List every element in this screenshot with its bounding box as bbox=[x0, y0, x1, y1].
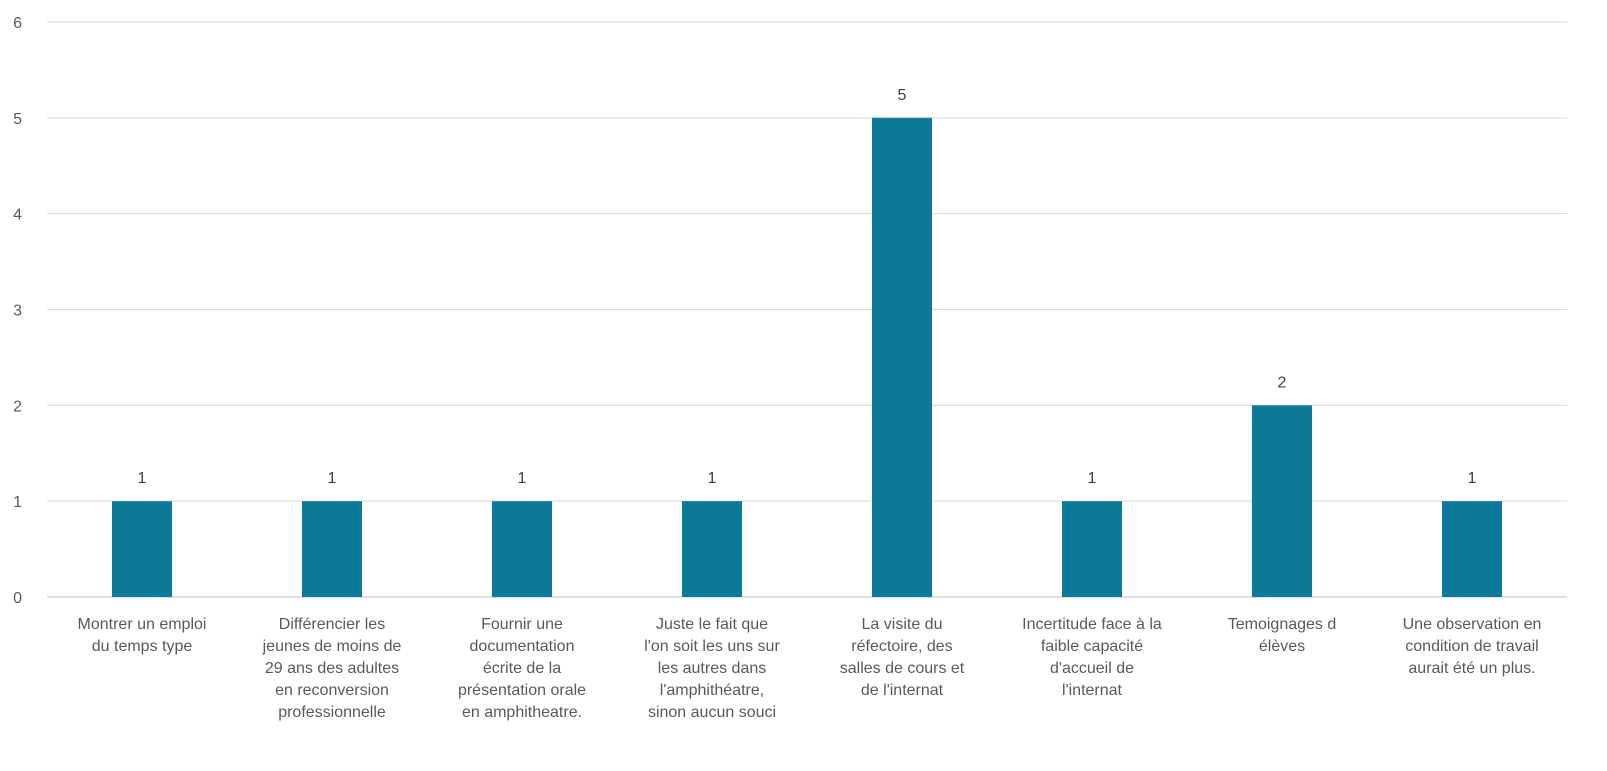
y-tick-label: 3 bbox=[13, 303, 22, 320]
bar bbox=[1442, 501, 1502, 597]
x-category-label: Montrer un emploi du temps type bbox=[77, 616, 207, 655]
x-category-label: La visite du réfectoire, des salles de c… bbox=[839, 616, 965, 699]
gridlines bbox=[47, 21, 1567, 598]
y-tick-label: 0 bbox=[13, 590, 22, 607]
data-label: 1 bbox=[328, 470, 337, 487]
bar bbox=[302, 501, 362, 597]
bars bbox=[112, 117, 1502, 597]
y-tick-label: 6 bbox=[13, 15, 22, 32]
bar bbox=[1252, 405, 1312, 597]
x-category-label: Temoignages d élèves bbox=[1227, 616, 1337, 655]
y-tick-label: 2 bbox=[13, 398, 22, 415]
y-axis-ticks: 0 1 2 3 4 5 6 bbox=[13, 15, 22, 607]
y-tick-label: 1 bbox=[13, 494, 22, 511]
bar bbox=[112, 501, 172, 597]
y-tick-label: 4 bbox=[13, 207, 22, 224]
data-label: 1 bbox=[1468, 470, 1477, 487]
bar bbox=[872, 117, 932, 597]
x-category-label: Incertitude face à la faible capacité d'… bbox=[1022, 616, 1162, 699]
bar bbox=[492, 501, 552, 597]
data-labels: 1 1 1 1 5 1 2 1 bbox=[138, 87, 1477, 487]
data-label: 5 bbox=[898, 87, 907, 104]
bar bbox=[682, 501, 742, 597]
x-category-label: Différencier les jeunes de moins de 29 a… bbox=[262, 616, 402, 721]
y-tick-label: 5 bbox=[13, 111, 22, 128]
data-label: 1 bbox=[518, 470, 527, 487]
x-category-label: Une observation en condition de travail … bbox=[1402, 616, 1542, 677]
x-category-label: Fournir une documentation écrite de la p… bbox=[457, 616, 587, 721]
data-label: 1 bbox=[708, 470, 717, 487]
x-category-label: Juste le fait que l'on soit les uns sur … bbox=[644, 616, 780, 721]
bar bbox=[1062, 501, 1122, 597]
data-label: 2 bbox=[1278, 374, 1287, 391]
data-label: 1 bbox=[1088, 470, 1097, 487]
data-label: 1 bbox=[138, 470, 147, 487]
